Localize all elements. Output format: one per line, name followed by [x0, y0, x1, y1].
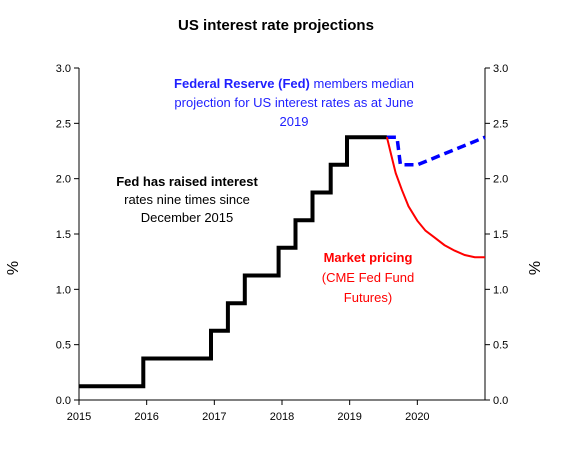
x-tick-label: 2016 — [134, 411, 158, 423]
x-tick-label: 2019 — [337, 411, 361, 423]
y-axis-label-left: % — [5, 261, 22, 275]
y-tick-label-right: 2.0 — [493, 174, 508, 186]
annotation-market-line: Futures) — [344, 290, 392, 305]
chart-title: US interest rate projections — [178, 17, 374, 34]
annotation-fed-projection-line: projection for US interest rates as at J… — [174, 95, 413, 110]
annotation-fed-projection-line: Federal Reserve (Fed) members median — [174, 76, 414, 91]
y-tick-label-left: 0.5 — [56, 340, 71, 352]
y-tick-label-right: 0.5 — [493, 340, 508, 352]
y-tick-label-right: 1.0 — [493, 284, 508, 296]
y-tick-label-left: 1.0 — [56, 284, 71, 296]
annotation-market-line: Market pricing — [324, 250, 413, 265]
x-tick-label: 2017 — [202, 411, 226, 423]
series-fed-projection-line — [386, 135, 486, 167]
y-tick-label-right: 3.0 — [493, 63, 508, 75]
y-tick-label-right: 0.0 — [493, 395, 508, 407]
x-tick-label: 2015 — [67, 411, 91, 423]
x-tick-label: 2018 — [270, 411, 294, 423]
series-fed-rate-line — [79, 135, 387, 389]
y-tick-label-left: 2.5 — [56, 118, 71, 130]
series — [79, 135, 486, 389]
y-axis-label-right: % — [527, 261, 544, 275]
annotations: Federal Reserve (Fed) members median proj… — [116, 76, 414, 305]
y-tick-label-left: 1.5 — [56, 229, 71, 241]
y-tick-label-left: 3.0 — [56, 63, 71, 75]
annotation-fed-projection-line: 2019 — [280, 114, 309, 129]
y-tick-label-left: 0.0 — [56, 395, 71, 407]
y-tick-label-right: 2.5 — [493, 118, 508, 130]
y-tick-label-left: 2.0 — [56, 174, 71, 186]
y-tick-label-right: 1.5 — [493, 229, 508, 241]
annotation-fed-raised-line: December 2015 — [141, 210, 234, 225]
annotation-fed-raised-line: rates nine times since — [124, 192, 250, 207]
series-market-pricing-line — [385, 136, 485, 259]
annotation-market-line: (CME Fed Fund — [322, 270, 414, 285]
axes: 0.0 0.5 1.0 1.5 2.0 2.5 3.0 0.0 0.5 1.0 1.5 2.0 2.5 3… — [56, 63, 509, 423]
x-tick-label: 2020 — [405, 411, 429, 423]
annotation-fed-raised-line: Fed has raised interest — [116, 174, 258, 189]
